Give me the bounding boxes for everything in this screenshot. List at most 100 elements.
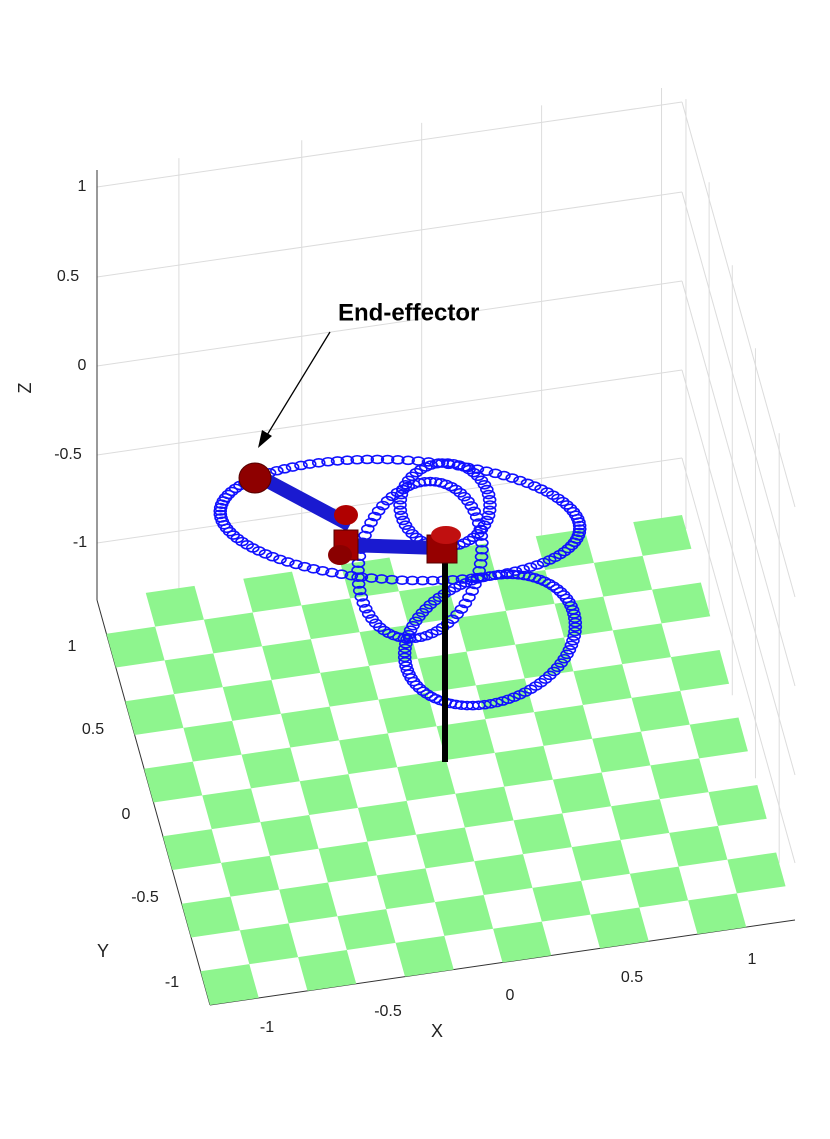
trajectory-point	[370, 454, 385, 465]
floor-tile	[339, 733, 398, 775]
trajectory-point	[265, 551, 280, 562]
trajectory-point	[371, 506, 386, 516]
trajectory-point	[483, 500, 497, 510]
arrow-head	[258, 430, 272, 448]
trajectory-point	[315, 565, 330, 576]
floor-tile	[395, 935, 454, 977]
trajectory-point	[482, 494, 497, 505]
trajectory-point	[481, 489, 496, 500]
trajectory-point	[475, 538, 489, 548]
floor-tile	[475, 678, 535, 720]
trajectory-point	[321, 456, 335, 467]
floor-tile	[301, 598, 360, 640]
trajectory-point	[465, 586, 479, 596]
z-tick-label: -1	[73, 534, 87, 551]
trajectory-point	[397, 652, 412, 663]
floor-tile	[629, 866, 689, 908]
floor-tile	[376, 868, 435, 910]
floor-tile	[243, 571, 302, 613]
trajectory-point	[398, 520, 413, 531]
trajectory-point	[398, 479, 413, 490]
trajectory-point	[572, 520, 587, 531]
trajectory-point	[396, 515, 410, 526]
floor-tile	[279, 882, 338, 924]
trajectory-point	[562, 645, 577, 655]
floor-tile	[573, 664, 632, 705]
trajectory-point	[277, 464, 292, 474]
floor-tile	[145, 585, 204, 627]
trajectory-point	[393, 500, 407, 510]
floor-tile	[318, 841, 377, 883]
floor-tile	[689, 717, 748, 759]
robot-arm	[238, 462, 461, 762]
floor-tile	[474, 854, 533, 895]
trajectory-point	[330, 456, 345, 466]
floor-tile	[650, 758, 709, 800]
trajectory-point	[492, 569, 506, 580]
trajectory-point	[354, 572, 369, 582]
trajectory-point	[415, 575, 430, 586]
trajectory-point	[473, 524, 488, 535]
robot-joint	[431, 526, 461, 544]
trajectory-point	[382, 628, 396, 639]
trajectory-point	[464, 501, 479, 511]
trajectory-point	[568, 617, 583, 628]
trajectory-point	[508, 566, 523, 576]
trajectory-point	[340, 455, 355, 466]
trajectory-point	[450, 609, 464, 620]
floor-tile	[280, 706, 340, 748]
trajectory-point	[401, 455, 415, 466]
floor-tile	[239, 923, 299, 965]
grid-line	[681, 369, 796, 776]
trajectory-point	[354, 592, 369, 602]
grid-line	[681, 101, 796, 508]
trajectory-point	[469, 512, 484, 522]
checker-floor	[106, 515, 786, 1005]
trajectory-point	[395, 575, 409, 585]
trajectory-point	[394, 510, 409, 521]
trajectory-point	[474, 531, 489, 541]
floor-tile	[592, 731, 651, 773]
x-tick-label: 1	[748, 951, 757, 968]
trajectory-point	[520, 478, 535, 489]
trajectory-point	[530, 560, 545, 570]
floor-tile	[299, 774, 358, 815]
floor-tile	[669, 825, 728, 867]
trajectory-point	[360, 454, 375, 465]
floor-tile	[222, 680, 281, 721]
grid-line	[96, 369, 683, 456]
trajectory-point	[480, 484, 494, 495]
y-axis-label: Y	[97, 941, 109, 961]
robot-joint	[334, 505, 358, 525]
trajectory-point	[405, 575, 420, 586]
floor-tile	[513, 813, 572, 855]
trajectory-point	[306, 564, 321, 574]
trajectory-point	[361, 524, 375, 534]
trajectory-point	[458, 598, 473, 609]
trajectory-point	[495, 696, 510, 706]
grid-line	[681, 457, 796, 864]
trajectory-point	[270, 465, 284, 476]
trajectory-point	[546, 581, 560, 591]
grid-line	[96, 101, 683, 188]
trajectory-point	[468, 579, 482, 590]
trajectory-point	[483, 571, 498, 581]
trajectory-point	[461, 462, 475, 473]
trajectory-point	[505, 473, 519, 483]
trajectory-point	[294, 460, 308, 471]
z-tick-label: 0	[78, 357, 87, 374]
floor-tile	[162, 829, 222, 870]
trajectory-point	[542, 578, 556, 589]
trajectory-point	[411, 456, 426, 466]
trajectory-point	[564, 640, 579, 651]
floor-tile	[106, 626, 165, 668]
floor-tile	[535, 529, 594, 570]
trajectory-point	[461, 496, 475, 506]
floor-tile	[337, 909, 396, 950]
z-tick-label: 1	[78, 178, 87, 195]
trajectory-point	[364, 573, 379, 583]
trajectory-point	[451, 460, 466, 471]
trajectory-point	[344, 570, 359, 581]
